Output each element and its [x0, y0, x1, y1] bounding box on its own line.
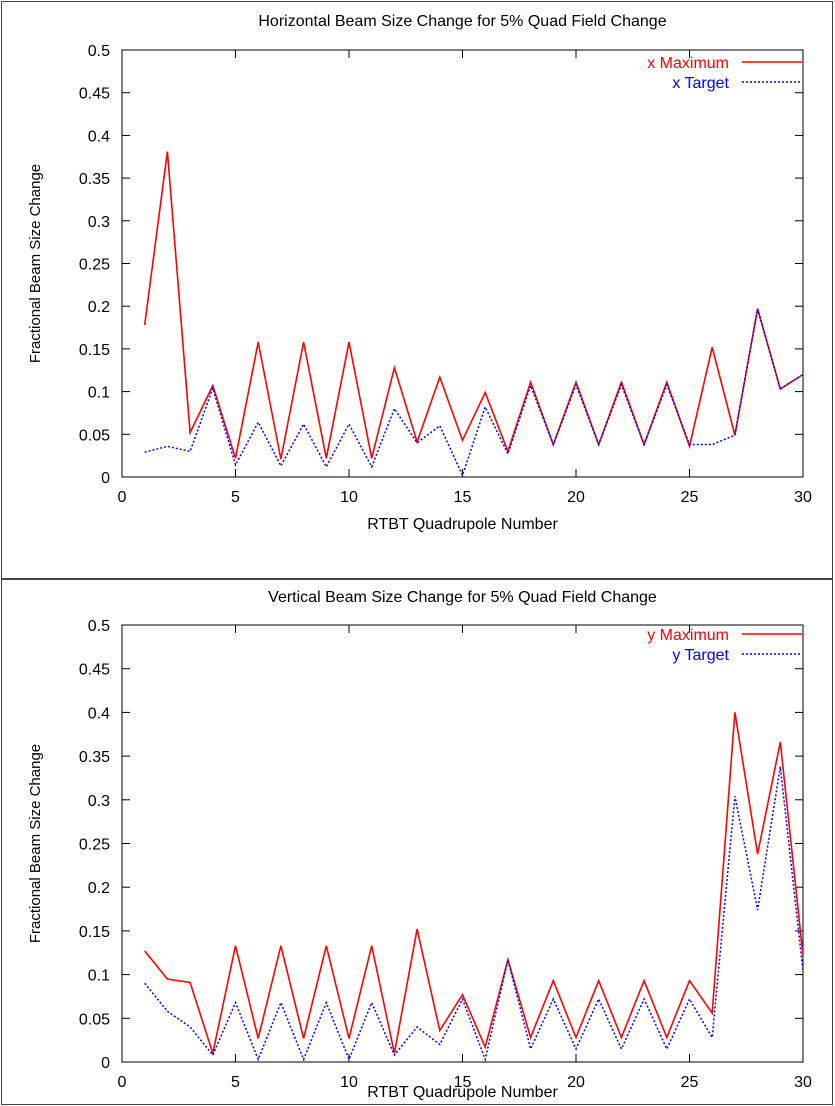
x-tick-label: 30 [794, 1074, 812, 1091]
x-axis-label: RTBT Quadrupole Number [367, 516, 558, 533]
y-tick-label: 0.15 [79, 342, 110, 359]
x-tick-label: 30 [794, 489, 812, 506]
x-tick-label: 20 [567, 1074, 585, 1091]
y-tick-label: 0.45 [79, 662, 110, 679]
legend-label: y Maximum [647, 627, 729, 644]
y-tick-label: 0.45 [79, 86, 110, 103]
y-tick-label: 0.35 [79, 749, 110, 766]
x-tick-label: 10 [340, 489, 358, 506]
y-tick-label: 0.1 [88, 968, 110, 985]
x-tick-label: 5 [231, 1074, 240, 1091]
y-tick-label: 0.05 [79, 427, 110, 444]
y-tick-label: 0.3 [88, 793, 110, 810]
y-tick-label: 0.35 [79, 171, 110, 188]
y-tick-label: 0.05 [79, 1011, 110, 1028]
series-line-target [144, 766, 804, 1062]
y-tick-label: 0.15 [79, 924, 110, 941]
y-tick-label: 0.25 [79, 257, 110, 274]
plot-frame [121, 49, 804, 478]
x-axis-label: RTBT Quadrupole Number [367, 1084, 558, 1101]
y-axis-label: Fractional Beam Size Change [27, 744, 44, 943]
y-tick-label: 0.1 [88, 385, 110, 402]
chart-horizontal-svg: Horizontal Beam Size Change for 5% Quad … [27, 13, 812, 533]
chart-panel-vertical: Vertical Beam Size Change for 5% Quad Fi… [1, 579, 833, 1105]
x-tick-label: 0 [118, 489, 127, 506]
chart-title: Vertical Beam Size Change for 5% Quad Fi… [268, 589, 657, 606]
x-tick-label: 15 [454, 1074, 472, 1091]
chart-vertical-svg: Vertical Beam Size Change for 5% Quad Fi… [27, 589, 812, 1101]
x-tick-label: 25 [681, 1074, 699, 1091]
series-line-maximum [144, 712, 804, 1057]
chart-panel-horizontal: Horizontal Beam Size Change for 5% Quad … [1, 1, 833, 579]
series-line-maximum [143, 151, 804, 460]
x-tick-label: 0 [118, 1074, 127, 1091]
x-tick-label: 15 [454, 489, 472, 506]
y-tick-label: 0 [101, 470, 110, 487]
legend-label: y Target [672, 647, 729, 664]
x-tick-label: 20 [567, 489, 585, 506]
legend-label: x Maximum [647, 55, 729, 72]
y-tick-label: 0.4 [88, 128, 110, 145]
x-tick-label: 5 [231, 489, 240, 506]
y-tick-label: 0.3 [88, 214, 110, 231]
legend-label: x Target [672, 75, 729, 92]
y-tick-label: 0.2 [88, 299, 110, 316]
y-tick-label: 0.5 [88, 43, 110, 60]
y-tick-label: 0.5 [88, 618, 110, 635]
y-tick-label: 0.2 [88, 880, 110, 897]
y-tick-label: 0.4 [88, 705, 110, 722]
chart-title: Horizontal Beam Size Change for 5% Quad … [258, 13, 666, 30]
series-line-target [144, 308, 804, 478]
y-axis-label: Fractional Beam Size Change [27, 164, 44, 363]
y-tick-label: 0 [101, 1055, 110, 1072]
x-tick-label: 25 [681, 489, 699, 506]
y-tick-label: 0.25 [79, 837, 110, 854]
x-tick-label: 10 [340, 1074, 358, 1091]
